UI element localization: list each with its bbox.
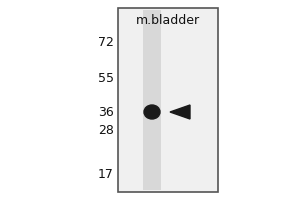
Text: m.bladder: m.bladder: [136, 14, 200, 26]
Text: 36: 36: [98, 106, 114, 118]
Bar: [118, 8, 218, 192]
Text: 17: 17: [98, 168, 114, 182]
Text: 72: 72: [98, 36, 114, 48]
Polygon shape: [170, 105, 190, 119]
Bar: [143, 10, 161, 190]
Text: 28: 28: [98, 123, 114, 136]
Text: 55: 55: [98, 72, 114, 84]
Ellipse shape: [144, 105, 160, 119]
